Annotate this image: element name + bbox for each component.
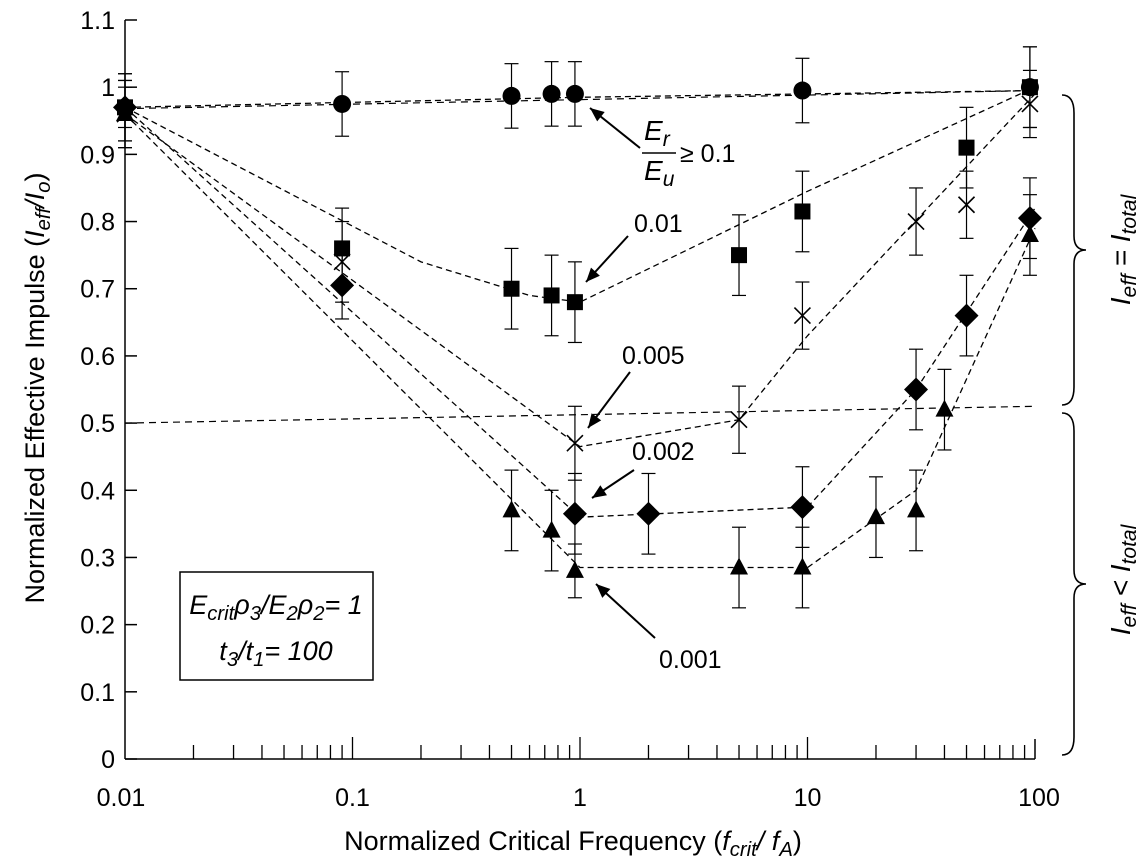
data-point-triangle <box>116 104 134 122</box>
arrow-er-eu-head <box>590 108 605 122</box>
data-point-diamond <box>1017 206 1042 231</box>
arrow-0.001-head <box>596 584 611 598</box>
data-point-square <box>958 139 975 156</box>
y-tick-label: 0.5 <box>80 410 115 438</box>
data-point-square <box>1021 79 1038 96</box>
y-tick-label: 0.4 <box>80 477 115 505</box>
data-point-cross <box>793 307 811 325</box>
data-point-square <box>334 240 351 257</box>
x-tick-label: 0.1 <box>335 784 370 812</box>
data-point-square <box>566 294 583 311</box>
data-point-cross <box>907 212 925 231</box>
x-axis-title: Normalized Critical Frequency (fcrit/ fA… <box>344 826 802 859</box>
label-ge-0.1: ≥ 0.1 <box>680 140 735 168</box>
data-point-triangle <box>793 557 812 575</box>
brace-upper <box>1061 94 1087 406</box>
y-tick-label: 0.9 <box>80 141 115 169</box>
data-point-triangle <box>1020 224 1039 242</box>
data-point-square <box>543 287 560 304</box>
y-tick-label: 0.6 <box>80 343 115 371</box>
data-point-cross <box>730 411 748 429</box>
data-point-triangle <box>935 399 954 417</box>
data-point-square <box>794 203 811 220</box>
data-point-circle <box>502 86 521 105</box>
data-point-cross <box>957 196 976 214</box>
x-tick-label: 10 <box>794 784 822 812</box>
data-point-triangle <box>502 500 521 518</box>
axes <box>124 19 1036 760</box>
y-tick-label: 1 <box>101 74 115 102</box>
label-ieff-less-itotal: Ieff < Itotal <box>1105 523 1141 635</box>
data-point-diamond <box>790 495 815 520</box>
y-tick-label: 0.1 <box>80 679 115 707</box>
text-labels: 0 0.1 0.2 0.3 0.4 0.5 0.6 0.7 0.8 0.9 1 1.1 0.01 0.1 1… <box>20 7 1141 859</box>
data-point-triangle <box>866 507 885 525</box>
label-0.001: 0.001 <box>659 646 722 674</box>
label-ieff-equals-itotal: Ieff = Itotal <box>1105 193 1141 305</box>
x-tick-label: 100 <box>1018 784 1060 812</box>
fit-line-triangle <box>124 113 1036 569</box>
data-point-cross <box>333 253 351 271</box>
arrow-0.002-head <box>592 485 607 498</box>
y-tick-label: 0.8 <box>80 209 115 237</box>
data-point-square <box>731 247 748 264</box>
arrow-0.005-head <box>588 413 602 428</box>
data-point-circle <box>565 84 584 103</box>
y-tick-label: 0.3 <box>80 544 115 572</box>
eu-label: Eu <box>644 155 675 191</box>
arrow-0.01-head <box>586 267 600 282</box>
y-tick-label: 0.2 <box>80 612 115 640</box>
fit-line-square <box>124 86 1036 303</box>
x-tick-label: 1 <box>573 784 587 812</box>
data-points <box>113 78 1042 578</box>
data-point-diamond <box>904 377 929 402</box>
threshold-line <box>124 405 1036 424</box>
fit-line-diamond <box>124 106 1036 518</box>
data-point-diamond <box>562 501 587 526</box>
data-point-triangle <box>907 500 926 518</box>
data-point-circle <box>793 81 812 100</box>
data-point-cross <box>1021 95 1039 113</box>
data-point-diamond <box>954 303 979 328</box>
data-point-circle <box>542 84 561 103</box>
data-point-diamond <box>636 501 661 526</box>
threshold-line <box>124 89 1036 110</box>
data-point-circle <box>333 94 352 113</box>
fit-lines <box>124 86 1036 569</box>
y-tick-label: 0.7 <box>80 276 115 304</box>
data-point-diamond <box>330 273 355 298</box>
data-point-triangle <box>730 557 749 575</box>
y-axis-title: Normalized Effective Impulse (Ieff/Io) <box>20 173 55 604</box>
label-0.01: 0.01 <box>634 210 683 238</box>
annotations <box>179 94 1087 756</box>
params-line-1: Ecritρ3/E2ρ2= 1 <box>189 590 363 625</box>
label-0.002: 0.002 <box>632 438 695 466</box>
data-point-cross <box>566 434 584 452</box>
label-0.005: 0.005 <box>622 342 685 370</box>
params-box <box>179 571 374 681</box>
data-point-triangle <box>565 560 584 578</box>
y-tick-label: 0 <box>101 746 115 774</box>
y-tick-label: 1.1 <box>80 7 115 35</box>
er-label: Er <box>644 115 671 151</box>
data-point-square <box>503 280 520 297</box>
fit-line-cross <box>124 93 1036 448</box>
params-line-2: t3/t1= 100 <box>219 636 332 671</box>
x-tick-label: 0.01 <box>97 784 146 812</box>
error-bars <box>118 46 1037 609</box>
data-point-triangle <box>542 520 561 538</box>
brace-lower <box>1061 412 1087 756</box>
